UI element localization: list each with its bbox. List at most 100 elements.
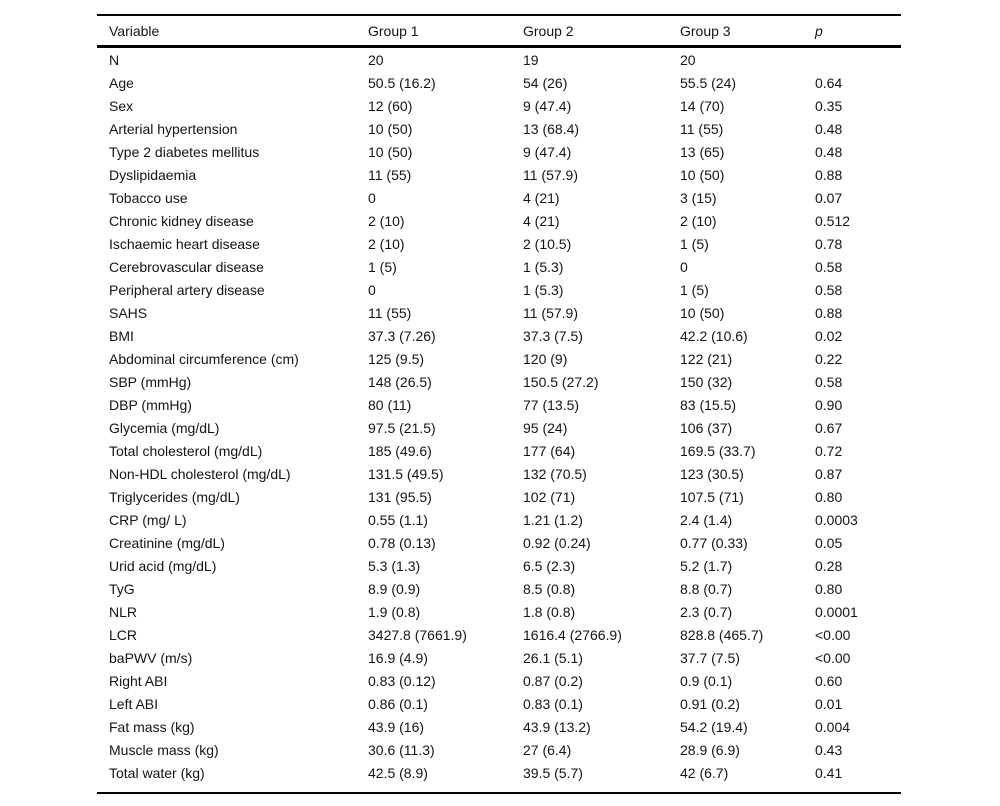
value-cell: 1 (5) [680,235,709,252]
table-row: Glycemia (mg/dL) 97.5 (21.5) 95 (24) 106 (3… [97,416,901,439]
value-cell: 43.9 (16) [368,718,425,735]
variable-cell: Muscle mass (kg) [109,741,219,758]
variable-cell: SBP (mmHg) [109,373,192,390]
variable-cell: CRP (mg/ L) [109,511,187,528]
table-body: N 20 19 20 Age 50.5 (16.2) 54 (26) 55.5 (24) 0.6… [97,47,901,785]
variable-cell: Ischaemic heart disease [109,235,260,252]
table-row: Cerebrovascular disease 1 (5) 1 (5.3) 0 0.58 [97,255,901,278]
table-row: Arterial hypertension 10 (50) 13 (68.4) 11 … [97,117,901,140]
value-cell: 107.5 (71) [680,488,744,505]
variable-cell: Age [109,74,134,91]
variable-cell: Cerebrovascular disease [109,258,264,275]
value-cell: 122 (21) [680,350,733,367]
value-cell: 0.01 [815,695,843,712]
variable-cell: NLR [109,603,138,620]
variable-cell: Right ABI [109,672,168,689]
variable-cell: TyG [109,580,135,597]
value-cell: 0.72 [815,442,843,459]
value-cell: 20 [368,51,384,68]
value-cell: 83 (15.5) [680,396,737,413]
value-cell: 106 (37) [680,419,733,436]
value-cell: 11 (57.9) [523,166,578,183]
value-cell: 0.0003 [815,511,858,528]
table-row: Non-HDL cholesterol (mg/dL) 131.5 (49.5) 1… [97,462,901,485]
value-cell: 10 (50) [368,143,413,160]
value-cell: 26.1 (5.1) [523,649,583,666]
value-cell: 1.8 (0.8) [523,603,576,620]
value-cell: 1 (5) [368,258,397,275]
value-cell: 132 (70.5) [523,465,587,482]
variable-cell: Total cholesterol (mg/dL) [109,442,263,459]
value-cell: 123 (30.5) [680,465,744,482]
value-cell: 0.0001 [815,603,858,620]
value-cell: 0.22 [815,350,843,367]
value-cell: 11 (57.9) [523,304,578,321]
value-cell: 0.88 [815,166,843,183]
value-cell: 3427.8 (7661.9) [368,626,467,643]
value-cell: 6.5 (2.3) [523,557,576,574]
value-cell: 50.5 (16.2) [368,74,436,91]
value-cell: 0 [368,189,376,206]
value-cell: 77 (13.5) [523,396,580,413]
value-cell: 0.80 [815,488,843,505]
value-cell: <0.00 [815,626,851,643]
variable-cell: N [109,51,120,68]
column-header-group-3: Group 3 [680,16,815,48]
variable-cell: Total water (kg) [109,764,205,781]
value-cell: 0.67 [815,419,843,436]
value-cell: 0.78 [815,235,843,252]
table-row: Right ABI 0.83 (0.12) 0.87 (0.2) 0.9 (0.1) 0… [97,669,901,692]
table-row: N 20 19 20 [97,47,901,72]
value-cell: 0.83 (0.1) [523,695,583,712]
value-cell: 0.77 (0.33) [680,534,748,551]
value-cell: 125 (9.5) [368,350,425,367]
value-cell: 5.2 (1.7) [680,557,733,574]
value-cell: 27 (6.4) [523,741,572,758]
value-cell: 0 [680,258,688,275]
value-cell: 2 (10.5) [523,235,572,252]
value-cell: 102 (71) [523,488,576,505]
value-cell: 1.9 (0.8) [368,603,421,620]
value-cell: 19 [523,51,539,68]
variable-cell: Left ABI [109,695,159,712]
value-cell: 828.8 (465.7) [680,626,764,643]
table-row: Sex 12 (60) 9 (47.4) 14 (70) 0.35 [97,94,901,117]
value-cell: 0.07 [815,189,843,206]
column-header-variable: Variable [97,16,368,48]
value-cell: 30.6 (11.3) [368,741,435,758]
value-cell: 0.48 [815,120,843,137]
variable-cell: Dyslipidaemia [109,166,197,183]
table-row: Total water (kg) 42.5 (8.9) 39.5 (5.7) 42 (… [97,761,901,784]
value-cell: 0.43 [815,741,843,758]
value-cell: 16.9 (4.9) [368,649,428,666]
table-row: BMI 37.3 (7.26) 37.3 (7.5) 42.2 (10.6) 0.02 [97,324,901,347]
value-cell: 9 (47.4) [523,143,572,160]
value-cell: 0.9 (0.1) [680,672,733,689]
value-cell: 97.5 (21.5) [368,419,436,436]
column-header-p: p [815,16,901,48]
value-cell: 2 (10) [368,212,405,229]
column-header-group-1: Group 1 [368,16,523,48]
value-cell: 42.5 (8.9) [368,764,428,781]
variable-cell: baPWV (m/s) [109,649,193,666]
value-cell: 1.21 (1.2) [523,511,583,528]
variable-cell: Tobacco use [109,189,188,206]
value-cell: 150 (32) [680,373,733,390]
value-cell: 4 (21) [523,212,560,229]
value-cell: 10 (50) [680,166,725,183]
table-row: SBP (mmHg) 148 (26.5) 150.5 (27.2) 150 (32)… [97,370,901,393]
value-cell: 2 (10) [368,235,405,252]
value-cell: 0.28 [815,557,843,574]
table-row: Peripheral artery disease 0 1 (5.3) 1 (5) 0.… [97,278,901,301]
value-cell: 120 (9) [523,350,568,367]
value-cell: 0.78 (0.13) [368,534,436,551]
variable-cell: Urid acid (mg/dL) [109,557,217,574]
value-cell: 54 (26) [523,74,568,91]
value-cell: 11 (55) [368,166,412,183]
value-cell: 0.87 (0.2) [523,672,583,689]
table-row: Muscle mass (kg) 30.6 (11.3) 27 (6.4) 28.9 … [97,738,901,761]
table-row: Fat mass (kg) 43.9 (16) 43.9 (13.2) 54.2 (1… [97,715,901,738]
value-cell: 43.9 (13.2) [523,718,591,735]
